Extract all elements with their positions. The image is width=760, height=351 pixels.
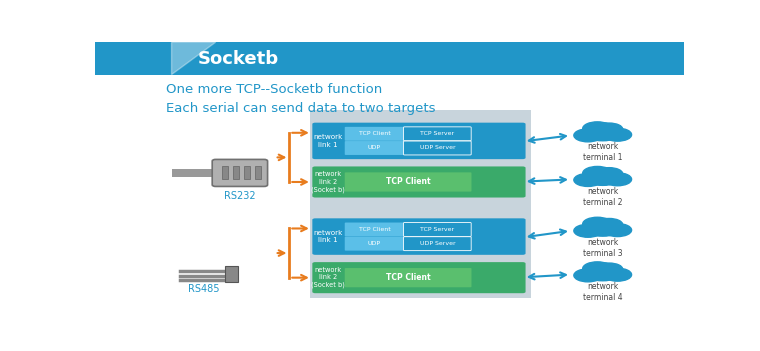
FancyBboxPatch shape [222,166,227,179]
FancyBboxPatch shape [404,127,471,141]
Circle shape [583,217,612,231]
Circle shape [574,269,602,282]
Text: TCP Client: TCP Client [386,273,430,282]
Text: network
link 2
(Socket b): network link 2 (Socket b) [312,171,345,193]
FancyBboxPatch shape [578,229,628,234]
FancyBboxPatch shape [244,166,250,179]
Text: TCP Client: TCP Client [386,178,430,186]
Circle shape [574,129,602,142]
Circle shape [574,224,602,237]
Text: UDP Server: UDP Server [420,146,455,151]
Circle shape [584,168,622,185]
FancyBboxPatch shape [404,237,471,251]
FancyBboxPatch shape [404,223,471,237]
Text: RS232: RS232 [224,191,255,201]
Text: UDP: UDP [368,146,381,151]
FancyBboxPatch shape [345,223,404,237]
Circle shape [603,173,632,186]
FancyBboxPatch shape [345,268,471,287]
Circle shape [596,218,622,231]
FancyBboxPatch shape [345,141,404,155]
Circle shape [603,224,632,237]
Circle shape [584,263,622,281]
Circle shape [596,123,622,135]
Circle shape [583,166,612,180]
FancyBboxPatch shape [312,166,526,198]
Circle shape [603,268,632,281]
FancyBboxPatch shape [578,133,628,139]
Text: TCP Server: TCP Server [420,227,454,232]
Text: network
terminal 3: network terminal 3 [583,238,622,258]
Text: network
link 1: network link 1 [314,230,343,243]
Circle shape [584,123,622,141]
FancyBboxPatch shape [312,122,526,159]
Circle shape [603,128,632,141]
Circle shape [596,168,622,180]
Text: network
link 2
(Socket b): network link 2 (Socket b) [312,267,345,289]
Circle shape [574,173,602,186]
FancyBboxPatch shape [404,141,471,155]
Text: UDP: UDP [368,241,381,246]
FancyBboxPatch shape [345,127,404,141]
Text: UDP Server: UDP Server [420,241,455,246]
Circle shape [584,219,622,236]
Text: network
terminal 2: network terminal 2 [583,187,622,207]
FancyBboxPatch shape [233,166,239,179]
Text: TCP Server: TCP Server [420,131,454,136]
Text: TCP Client: TCP Client [359,131,391,136]
FancyBboxPatch shape [578,273,628,279]
Text: Socketb: Socketb [198,50,279,68]
FancyBboxPatch shape [172,169,216,177]
FancyBboxPatch shape [345,172,471,192]
FancyBboxPatch shape [95,42,684,74]
Text: network
link 1: network link 1 [314,134,343,148]
Circle shape [583,122,612,135]
FancyBboxPatch shape [255,166,261,179]
FancyBboxPatch shape [312,218,526,255]
Text: One more TCP--Socketb function: One more TCP--Socketb function [166,83,382,96]
Polygon shape [172,42,216,74]
FancyBboxPatch shape [345,237,404,251]
Circle shape [583,262,612,276]
FancyBboxPatch shape [212,159,268,186]
Text: Each serial can send data to two targets: Each serial can send data to two targets [166,102,435,115]
Text: network
terminal 4: network terminal 4 [583,282,622,302]
Text: network
terminal 1: network terminal 1 [583,142,622,162]
FancyBboxPatch shape [225,266,238,282]
Circle shape [596,263,622,276]
FancyBboxPatch shape [578,178,628,183]
FancyBboxPatch shape [310,110,530,298]
Text: TCP Client: TCP Client [359,227,391,232]
Text: RS485: RS485 [188,284,220,293]
FancyBboxPatch shape [312,262,526,293]
